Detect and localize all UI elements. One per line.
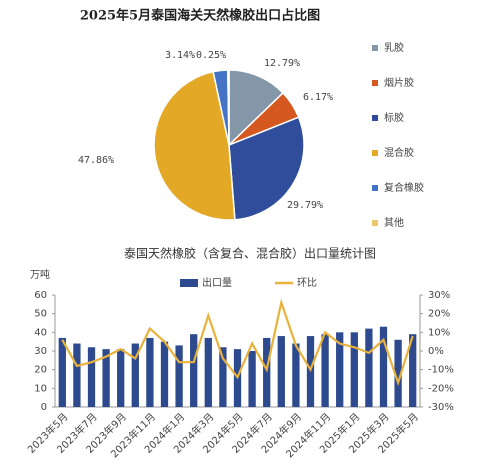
legend-label: 其他 [384,216,404,229]
bar [248,351,256,407]
bar [117,349,125,407]
bar [58,337,66,407]
bar [175,345,183,407]
line-series [61,298,414,387]
legend-label: 环比 [297,277,317,289]
bar [292,343,300,407]
pie-slice [153,70,236,221]
bar [336,332,344,407]
y2-tick-label: 20% [428,309,450,320]
bar-title: 泰国天然橡胶（含复合、混合胶）出口量统计图 [124,246,376,261]
bar [160,341,169,407]
y2-tick-label: -30% [428,402,454,413]
legend-swatch [372,45,378,51]
data-label: 47.86% [78,155,114,166]
bar [190,334,198,407]
legend-swatch [372,185,378,191]
legend-label: 混合胶 [384,146,414,159]
pie-slice [228,69,285,147]
bar [409,334,417,407]
y-tick-label: 10 [34,383,47,394]
bar [277,336,285,407]
bar [204,337,212,407]
bar [263,337,271,407]
y2-tick-label: 10% [428,327,450,338]
bar [321,334,329,407]
y2-tick-label: -20% [428,383,454,394]
legend-label: 标胶 [384,111,404,124]
y-tick-label: 0 [41,402,47,413]
bar [131,343,139,407]
data-label: 0.25% [196,50,226,61]
y2-tick-label: 30% [428,290,450,301]
bar [102,349,110,407]
data-label: 3.14% [165,50,195,61]
pie-slice [227,69,230,146]
legend-label: 复合橡胶 [384,181,424,194]
legend-swatch [372,80,378,86]
y-tick-label: 50 [34,309,47,320]
bar [73,343,81,407]
y-axis-label: 万吨 [30,268,50,281]
y-tick-label: 40 [34,327,47,338]
data-label: 12.79% [264,58,300,69]
bar [146,337,154,407]
legend-swatch [372,150,378,156]
legend-swatch [372,220,378,226]
legend-label: 出口量 [202,276,232,289]
y-tick-label: 60 [34,290,47,301]
bar [379,326,388,407]
legend-label: 乳胶 [384,41,404,54]
bar [394,339,402,407]
data-label: 29.79% [287,200,323,211]
bar [365,328,373,407]
y-tick-label: 30 [34,346,47,357]
legend-label: 烟片胶 [384,76,414,89]
bar [219,347,227,407]
y2-tick-label: -10% [428,365,454,376]
legend-swatch [372,115,378,121]
legend-swatch [180,279,198,287]
y2-tick-label: 0% [428,346,444,357]
pie-slice [228,116,305,221]
bar [350,332,358,407]
pie-title: 2025年5月泰国海关天然橡胶出口占比图 [80,8,320,24]
bar [87,347,96,407]
data-label: 6.17% [303,92,333,103]
y-tick-label: 20 [34,365,47,376]
